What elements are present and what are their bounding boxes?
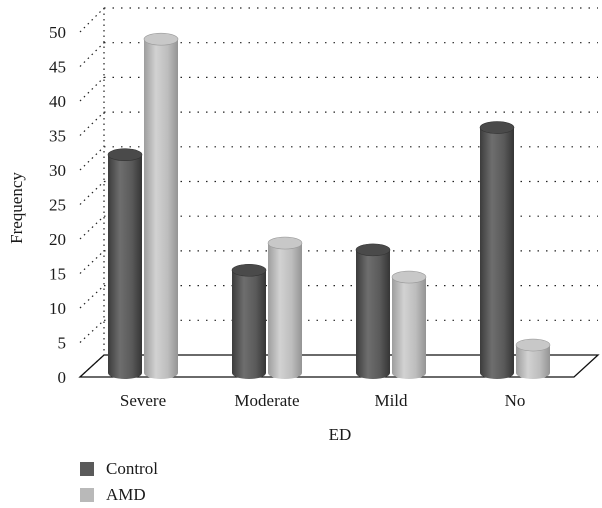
bar-amd-severe [143,32,179,380]
legend-swatch-amd [80,488,94,502]
x-category-label: Mild [374,391,408,410]
y-tick-label: 5 [58,334,67,353]
grid-diagonal [79,146,105,171]
grid-diagonal [79,250,105,274]
bar-amd-mild [391,270,427,379]
grid-diagonal [79,42,105,67]
y-axis-title: Frequency [7,172,26,244]
grid-diagonal [79,215,105,240]
legend-label-control: Control [106,459,158,478]
y-tick-label: 40 [49,92,66,111]
legend: Control AMD [80,456,158,508]
y-tick-label: 10 [49,299,66,318]
bar-control-moderate [231,263,267,379]
grid-diagonal [79,319,105,343]
y-tick-label: 45 [49,58,66,77]
grid-diagonal [79,111,105,136]
grid-diagonal [79,181,105,205]
y-tick-label: 15 [49,265,66,284]
bar-control-severe [107,148,143,379]
legend-label-amd: AMD [106,485,146,504]
legend-item-amd: AMD [80,482,158,508]
bar-control-mild [355,243,391,379]
y-tick-label: 30 [49,161,66,180]
bar-chart: 0 5 10 15 20 25 30 35 40 45 50 Severe Moderate Mild N… [7,7,600,444]
y-tick-label: 20 [49,230,66,249]
legend-item-control: Control [80,456,158,482]
y-tick-label: 50 [49,23,66,42]
grid-diagonal [79,285,105,309]
x-category-label: Severe [120,391,166,410]
bars [107,32,551,380]
grid-diagonal [79,76,105,102]
y-axis: 0 5 10 15 20 25 30 35 40 45 50 [49,23,66,387]
grid-diagonal [79,7,105,33]
y-tick-label: 25 [49,196,66,215]
bar-control-no [479,121,515,379]
x-category-label: Moderate [234,391,299,410]
y-tick-label: 0 [58,368,67,387]
x-axis-title: ED [329,425,352,444]
bar-amd-moderate [267,236,303,379]
bar-amd-no [515,338,551,379]
legend-swatch-control [80,462,94,476]
x-category-label: No [505,391,526,410]
y-tick-label: 35 [49,127,66,146]
grid-lines [79,7,598,378]
x-axis-categories: Severe Moderate Mild No [120,391,526,410]
